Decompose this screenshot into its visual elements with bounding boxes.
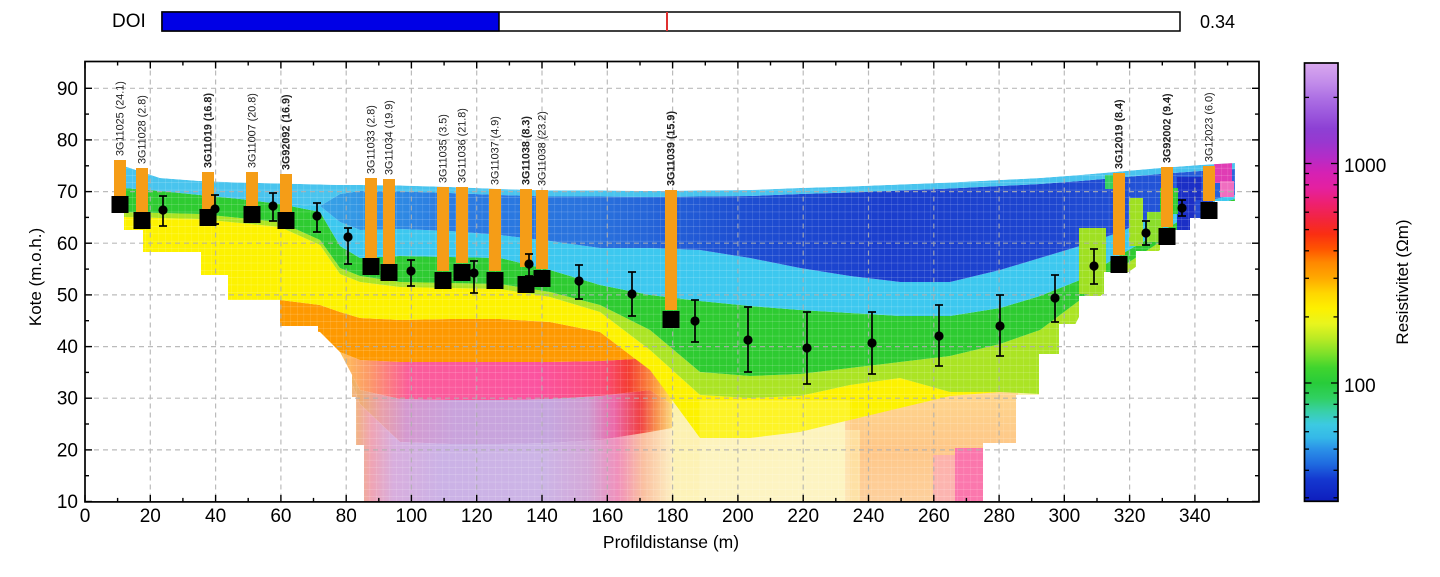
svg-text:0: 0: [80, 506, 91, 527]
svg-text:20: 20: [140, 506, 161, 527]
svg-text:40: 40: [205, 506, 226, 527]
svg-text:180: 180: [657, 506, 689, 527]
svg-text:260: 260: [918, 506, 950, 527]
svg-text:10: 10: [57, 492, 78, 513]
svg-text:3G11028 (2.8): 3G11028 (2.8): [137, 95, 149, 164]
svg-text:160: 160: [591, 506, 623, 527]
svg-text:3G11019 (16.8): 3G11019 (16.8): [203, 93, 215, 168]
svg-text:80: 80: [57, 130, 78, 151]
svg-text:200: 200: [722, 506, 754, 527]
svg-text:Resistivitet (Ωm): Resistivitet (Ωm): [1393, 219, 1412, 344]
svg-text:20: 20: [57, 440, 78, 461]
svg-text:280: 280: [983, 506, 1015, 527]
svg-text:70: 70: [57, 182, 78, 203]
svg-text:60: 60: [57, 234, 78, 255]
svg-text:3G92092 (16.9): 3G92092 (16.9): [281, 94, 293, 170]
svg-text:3G11033 (2.8): 3G11033 (2.8): [366, 105, 378, 174]
svg-text:3G11038 (23.2): 3G11038 (23.2): [537, 111, 549, 186]
svg-text:3G12023 (6.0): 3G12023 (6.0): [1204, 92, 1216, 162]
svg-text:3G11036 (21.8): 3G11036 (21.8): [457, 108, 469, 183]
svg-text:340: 340: [1179, 506, 1211, 527]
svg-text:3G11007 (20.8): 3G11007 (20.8): [247, 93, 259, 168]
svg-text:Profildistanse (m): Profildistanse (m): [603, 532, 739, 552]
svg-text:0.34: 0.34: [1200, 12, 1235, 32]
svg-text:3G11039 (15.9): 3G11039 (15.9): [666, 111, 678, 186]
svg-text:50: 50: [57, 285, 78, 306]
svg-text:3G92002 (9.4): 3G92002 (9.4): [1162, 93, 1174, 163]
svg-text:60: 60: [270, 506, 291, 527]
svg-text:80: 80: [336, 506, 357, 527]
svg-text:3G12019 (8.4): 3G12019 (8.4): [1114, 99, 1126, 169]
svg-text:3G11037 (4.9): 3G11037 (4.9): [490, 116, 502, 185]
svg-text:140: 140: [526, 506, 558, 527]
svg-text:3G11034 (19.9): 3G11034 (19.9): [384, 100, 396, 175]
svg-text:90: 90: [57, 79, 78, 100]
svg-text:120: 120: [461, 506, 493, 527]
svg-text:40: 40: [57, 337, 78, 358]
svg-text:30: 30: [57, 389, 78, 410]
svg-text:3G11035 (3.5): 3G11035 (3.5): [438, 114, 450, 183]
svg-text:1000: 1000: [1344, 156, 1386, 177]
svg-text:320: 320: [1114, 506, 1146, 527]
svg-text:300: 300: [1048, 506, 1080, 527]
svg-text:3G11025 (24.1): 3G11025 (24.1): [115, 81, 127, 156]
svg-text:3G11038 (8.3): 3G11038 (8.3): [521, 116, 533, 185]
svg-text:100: 100: [1344, 376, 1376, 397]
svg-text:DOI: DOI: [112, 11, 146, 32]
svg-text:100: 100: [396, 506, 428, 527]
svg-text:Kote (m.o.h.): Kote (m.o.h.): [26, 228, 45, 326]
svg-text:240: 240: [853, 506, 885, 527]
svg-text:220: 220: [787, 506, 819, 527]
